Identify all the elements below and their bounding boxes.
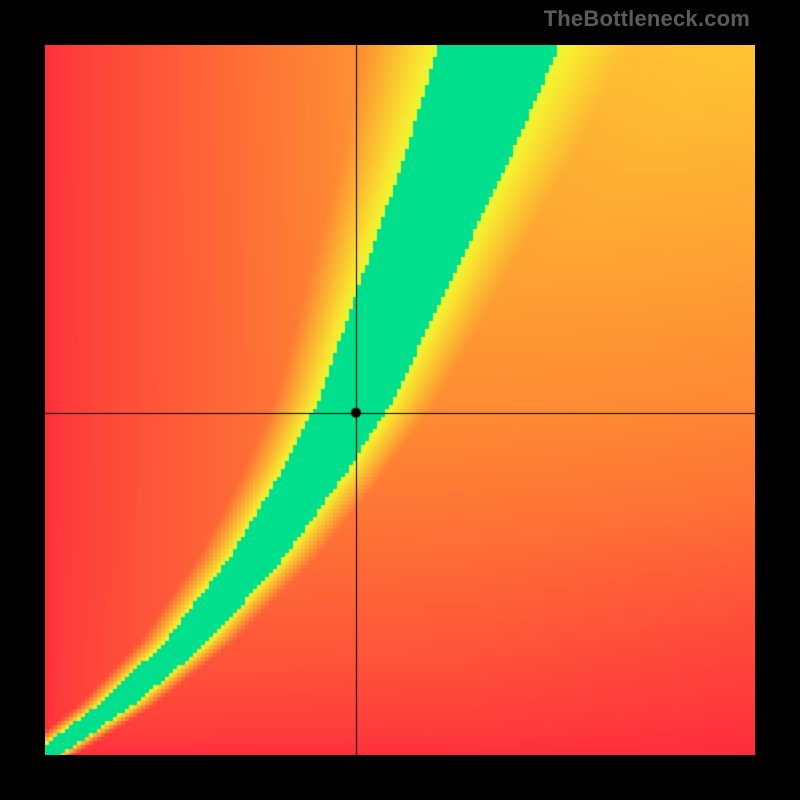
watermark-text: TheBottleneck.com bbox=[544, 6, 750, 32]
chart-frame: TheBottleneck.com bbox=[0, 0, 800, 800]
bottleneck-heatmap bbox=[45, 45, 755, 755]
